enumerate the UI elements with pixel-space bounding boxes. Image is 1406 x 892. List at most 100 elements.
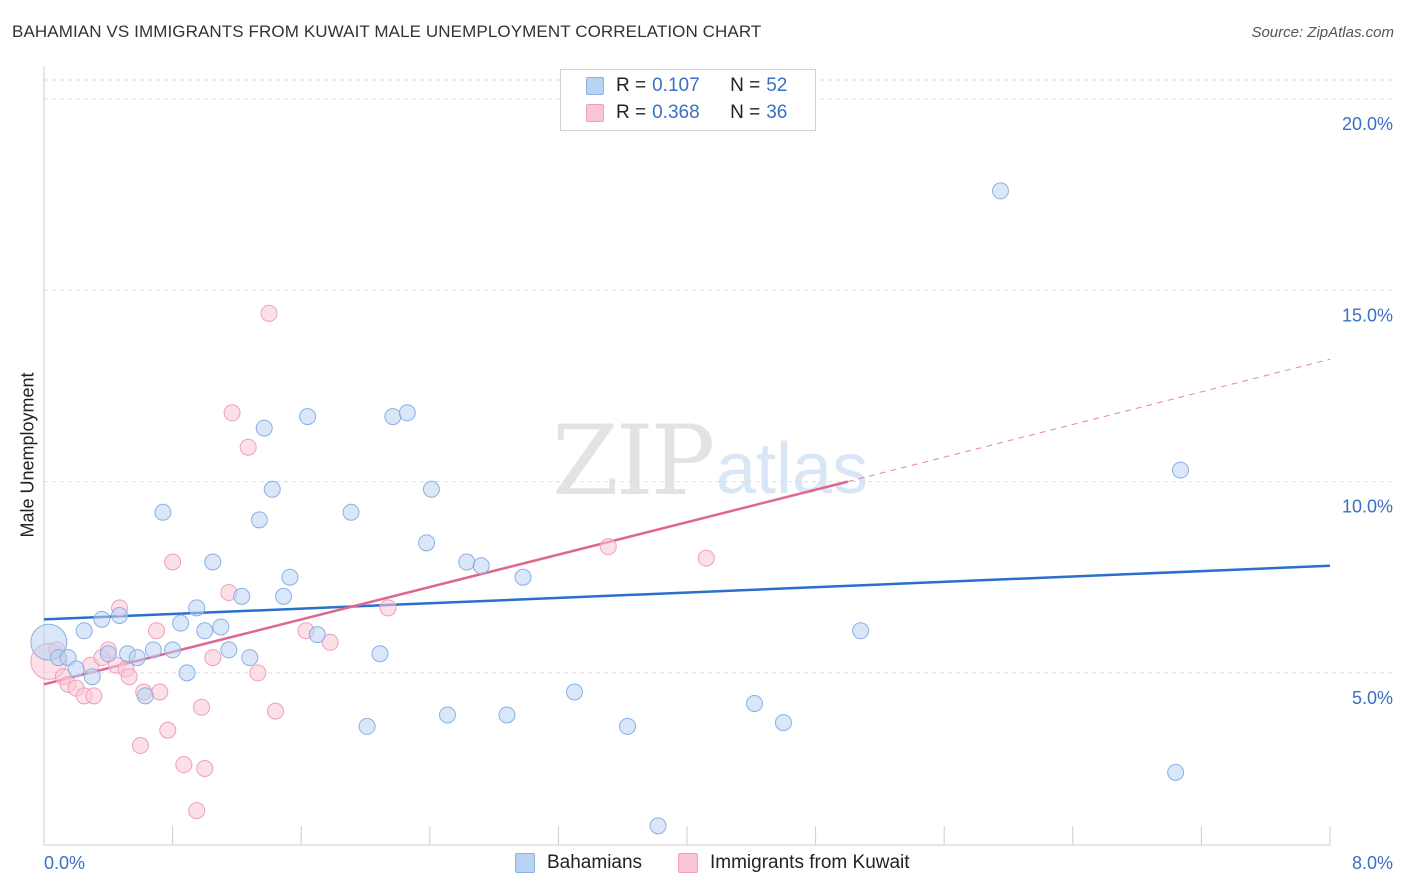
- data-point-bahamians: [514, 568, 532, 586]
- data-point-kuwait: [131, 737, 149, 755]
- data-point-bahamians: [358, 717, 376, 735]
- data-point-bahamians: [178, 664, 196, 682]
- legend-item-kuwait: Immigrants from Kuwait: [678, 852, 910, 874]
- legend-swatch-pink: [678, 853, 698, 873]
- data-point-bahamians: [342, 503, 360, 521]
- data-point-bahamians: [774, 714, 792, 732]
- data-point-bahamians: [1172, 461, 1190, 479]
- y-tick-label: 20.0%: [1342, 114, 1393, 134]
- data-point-bahamians: [619, 717, 637, 735]
- data-point-bahamians: [144, 641, 162, 659]
- data-point-kuwait: [188, 802, 206, 820]
- data-point-bahamians: [498, 706, 516, 724]
- x-tick-label: 0.0%: [44, 853, 85, 873]
- data-point-bahamians: [75, 622, 93, 640]
- data-point-kuwait: [239, 438, 257, 456]
- data-point-kuwait: [159, 721, 177, 739]
- data-point-kuwait: [120, 668, 138, 686]
- data-point-kuwait: [599, 538, 617, 556]
- data-point-bahamians: [275, 587, 293, 605]
- data-point-bahamians: [67, 660, 85, 678]
- points-immigrants-from-kuwait: [30, 304, 715, 820]
- data-point-kuwait: [175, 756, 193, 774]
- data-point-bahamians: [565, 683, 583, 701]
- data-point-kuwait: [196, 760, 214, 777]
- data-point-bahamians: [93, 610, 111, 628]
- legend-r-value: 0.368: [652, 102, 700, 123]
- legend-swatch-pink: [586, 104, 604, 122]
- data-point-bahamians: [164, 641, 182, 659]
- data-point-bahamians: [308, 626, 326, 644]
- trend-line-bahamians: [43, 564, 1331, 621]
- data-point-bahamians: [418, 534, 436, 552]
- data-point-bahamians: [250, 511, 268, 529]
- legend-n-label: N =: [730, 102, 761, 123]
- x-tick-label: 8.0%: [1352, 853, 1393, 873]
- data-point-bahamians: [422, 480, 440, 498]
- data-point-bahamians: [384, 408, 402, 426]
- data-point-bahamians: [233, 587, 251, 605]
- data-point-bahamians: [99, 645, 117, 663]
- data-point-bahamians: [128, 649, 146, 667]
- data-point-bahamians: [991, 182, 1009, 200]
- data-point-bahamians: [196, 622, 214, 640]
- tick-labels: 5.0% 10.0% 15.0% 20.0% 0.0% 8.0%: [44, 114, 1393, 873]
- data-point-bahamians: [220, 641, 238, 659]
- data-point-kuwait: [164, 553, 182, 571]
- data-point-bahamians: [398, 404, 416, 422]
- grid: [44, 79, 1395, 674]
- data-point-kuwait: [266, 702, 284, 720]
- data-point-bahamians: [649, 817, 667, 835]
- legend-r-value: 0.107: [652, 75, 700, 96]
- data-point-bahamians: [83, 668, 101, 686]
- legend-label-bahamians: Bahamians: [547, 852, 643, 873]
- data-point-kuwait: [379, 599, 397, 617]
- data-point-bahamians: [241, 649, 259, 667]
- y-tick-label: 10.0%: [1342, 497, 1393, 517]
- data-point-bahamians: [852, 622, 870, 640]
- data-point-kuwait: [260, 304, 278, 322]
- data-point-bahamians: [136, 687, 154, 705]
- data-point-kuwait: [223, 404, 241, 422]
- data-point-kuwait: [193, 698, 211, 716]
- data-point-kuwait: [148, 622, 166, 640]
- legend-r-label: R =: [616, 75, 647, 96]
- data-point-bahamians: [746, 694, 764, 712]
- source-label: Source: ZipAtlas.com: [1251, 24, 1394, 41]
- legend-n-value: 36: [766, 102, 788, 123]
- data-point-bahamians: [299, 408, 317, 426]
- data-point-bahamians: [458, 553, 476, 571]
- data-point-bahamians: [111, 607, 129, 624]
- data-point-bahamians: [472, 557, 490, 575]
- correlation-legend: R = 0.107 N = 52 R = 0.368 N = 36: [560, 69, 816, 131]
- data-point-bahamians: [154, 503, 172, 521]
- data-point-kuwait: [249, 664, 267, 682]
- legend-row-bahamians: R = 0.107 N = 52: [586, 74, 788, 98]
- legend-row-kuwait: R = 0.368 N = 36: [586, 101, 788, 125]
- legend-r-label: R =: [616, 102, 647, 123]
- data-point-bahamians: [263, 480, 281, 498]
- data-point-kuwait: [697, 549, 715, 567]
- data-point-kuwait: [85, 687, 103, 705]
- data-point-kuwait: [321, 633, 339, 651]
- legend-n-label: N =: [730, 75, 761, 96]
- data-point-bahamians: [281, 568, 299, 586]
- data-point-bahamians: [204, 553, 222, 571]
- data-point-bahamians: [1167, 763, 1185, 781]
- data-point-bahamians: [438, 706, 456, 724]
- watermark-zip: ZIP: [552, 405, 715, 517]
- series-legend: Bahamians Immigrants from Kuwait: [0, 852, 1406, 876]
- y-tick-label: 15.0%: [1342, 305, 1393, 325]
- data-point-kuwait: [204, 649, 222, 667]
- legend-swatch-blue: [586, 77, 604, 95]
- data-point-bahamians: [172, 614, 190, 632]
- chart-title: BAHAMIAN VS IMMIGRANTS FROM KUWAIT MALE …: [12, 22, 762, 41]
- legend-n-value: 52: [766, 75, 788, 96]
- y-tick-label: 5.0%: [1352, 688, 1393, 708]
- data-point-bahamians: [255, 419, 273, 437]
- legend-item-bahamians: Bahamians: [515, 852, 642, 874]
- data-point-bahamians: [212, 618, 230, 636]
- points-bahamians: [30, 182, 1190, 835]
- axes: [43, 66, 1331, 846]
